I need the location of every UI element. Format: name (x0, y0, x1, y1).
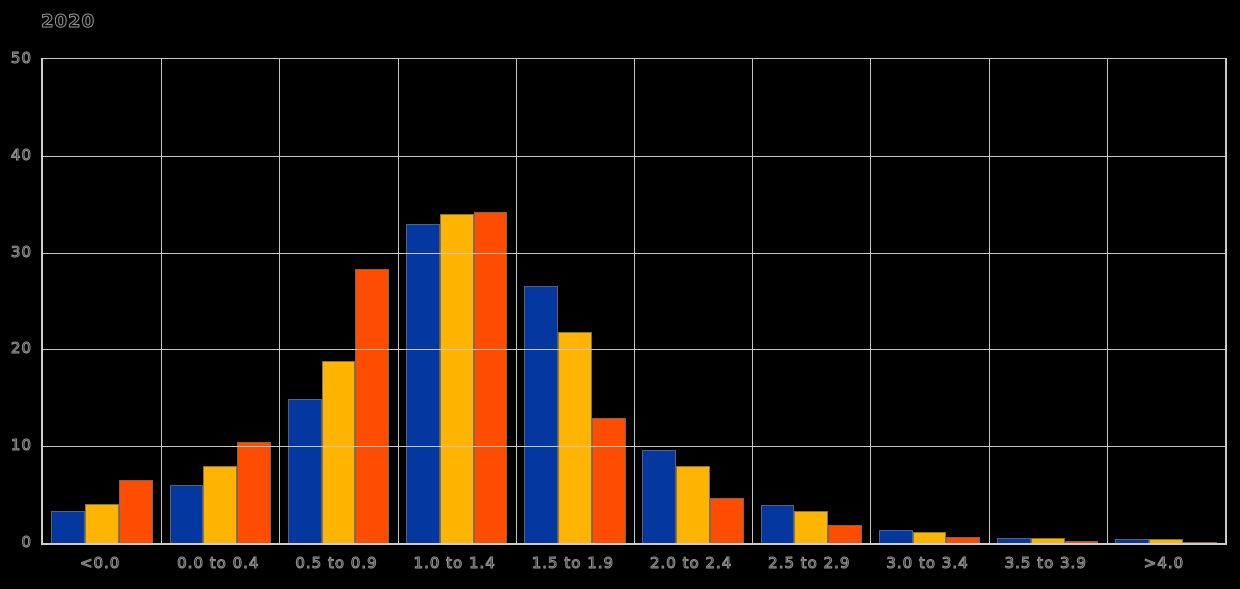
gridline-vertical (988, 59, 990, 543)
chart-title: 2020 (40, 11, 96, 33)
gridline-vertical (752, 59, 754, 543)
bar-yellow (1149, 539, 1183, 543)
y-axis: 0 10 20 30 40 50 (0, 49, 34, 552)
bar-orange (1064, 541, 1099, 543)
bar-group (161, 59, 279, 543)
gridline-vertical (161, 59, 163, 543)
bar-yellow (912, 532, 947, 543)
bar-yellow (203, 465, 238, 543)
bar-blue (1115, 539, 1150, 543)
bar-blue (524, 285, 559, 543)
gridline-vertical (397, 59, 399, 543)
gridline-vertical (515, 59, 517, 543)
bar-group (43, 59, 161, 543)
x-axis: <0.0 0.0 to 0.4 0.5 to 0.9 1.0 to 1.4 1.5 to… (41, 551, 1223, 577)
bar-yellow (439, 213, 474, 543)
bar-blue (287, 398, 322, 543)
bar-group (752, 59, 870, 543)
bar-blue (760, 505, 795, 543)
bar-blue (169, 484, 204, 543)
gridline-vertical (279, 59, 281, 543)
bar-group (1107, 59, 1225, 543)
x-axis-label: 0.0 to 0.4 (177, 554, 260, 573)
bar-blue (406, 223, 440, 543)
x-axis-label: 3.5 to 3.9 (1004, 554, 1087, 573)
bar-orange (710, 498, 744, 543)
x-axis-label: 1.5 to 1.9 (531, 554, 615, 573)
bar-orange (355, 269, 390, 543)
bar-group (398, 59, 516, 543)
bar-orange (828, 524, 863, 543)
y-axis-tick-label: 40 (10, 145, 32, 164)
bar-yellow (1030, 538, 1065, 543)
bar-blue (51, 511, 86, 543)
bar-orange (946, 537, 981, 543)
gridline-vertical (1106, 59, 1108, 543)
bar-groups (43, 59, 1225, 543)
bar-yellow (558, 331, 592, 543)
x-axis-label: <0.0 (79, 554, 121, 573)
bar-orange (591, 418, 626, 543)
bar-blue (997, 538, 1031, 543)
bar-group (516, 59, 634, 543)
bar-orange (237, 442, 271, 543)
x-axis-label: >4.0 (1143, 554, 1185, 573)
plot-area (41, 58, 1227, 545)
y-axis-tick-label: 50 (10, 49, 32, 68)
x-axis-label: 3.0 to 3.4 (886, 554, 969, 573)
bar-group (634, 59, 752, 543)
y-axis-tick-label: 30 (10, 242, 32, 261)
bar-group (870, 59, 988, 543)
bar-blue (642, 450, 677, 543)
bar-orange (1182, 541, 1217, 543)
gridline-vertical (634, 59, 635, 543)
y-axis-tick-label: 0 (21, 533, 32, 552)
bar-orange (119, 480, 153, 543)
x-axis-label: 2.5 to 2.9 (768, 554, 851, 573)
gridline-vertical (870, 59, 872, 543)
x-axis-label: 0.5 to 0.9 (295, 554, 378, 573)
bar-yellow (676, 465, 711, 543)
bar-yellow (85, 504, 119, 543)
y-axis-tick-label: 10 (10, 436, 32, 455)
bar-group (279, 59, 397, 543)
y-axis-tick-label: 20 (10, 339, 32, 358)
bar-group (989, 59, 1107, 543)
x-axis-label: 1.0 to 1.4 (413, 554, 496, 573)
bar-blue (878, 530, 913, 543)
bar-orange (473, 211, 508, 543)
bar-yellow (794, 511, 829, 543)
x-axis-label: 2.0 to 2.4 (649, 554, 733, 573)
bar-yellow (321, 361, 356, 543)
